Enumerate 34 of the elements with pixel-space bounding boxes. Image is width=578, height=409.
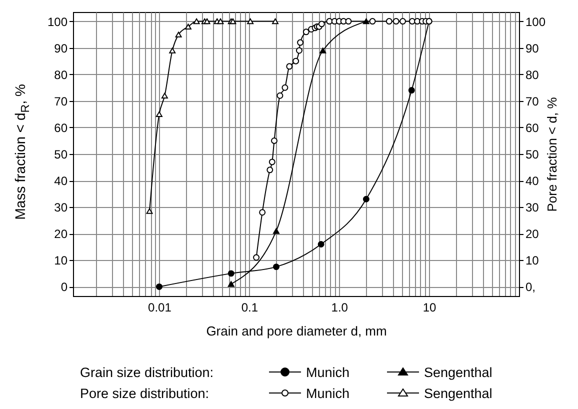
legend-label: Sengenthal xyxy=(424,386,492,400)
y-tick-label: 20 xyxy=(54,227,68,242)
x-tick-label: 0.01 xyxy=(148,300,172,314)
y-tick-label: 80 xyxy=(54,68,68,82)
legend-label: Sengenthal xyxy=(424,364,492,380)
y-tick-label: 40 xyxy=(54,174,68,188)
y2-tick-label: 90 xyxy=(526,41,540,56)
x-axis-title: Grain and pore diameter d, mm xyxy=(206,324,387,338)
legend-label: Munich xyxy=(306,386,350,400)
x-tick-label: 0.1 xyxy=(241,300,258,314)
y-tick-label: 10 xyxy=(54,254,68,268)
y2-tick-label: 100 xyxy=(526,14,546,29)
y2-tick-label: 30 xyxy=(526,200,540,215)
y2-tick-label: 80 xyxy=(526,68,540,82)
y-tick-label: 30 xyxy=(54,200,68,215)
y-tick-label: 70 xyxy=(54,94,68,108)
y-tick-label: 0 xyxy=(60,280,68,294)
y-tick-label: 90 xyxy=(54,41,68,56)
y2-tick-label: 60 xyxy=(526,120,540,135)
y2-axis-title: Pore fraction < d, % xyxy=(544,96,560,212)
y2-tick-label: 0, xyxy=(526,280,536,294)
y-tick-label: 50 xyxy=(54,148,68,162)
x-tick-label: 10 xyxy=(422,300,437,314)
text: Pore size distribution: xyxy=(80,386,210,400)
text: Grain size distribution: xyxy=(80,364,215,380)
y2-tick-label: 10 xyxy=(526,254,540,268)
y2-tick-label: 70 xyxy=(526,94,540,108)
y2-tick-label: 50 xyxy=(526,148,540,162)
x-tick-label: 1.0 xyxy=(331,300,348,314)
y-tick-label: 60 xyxy=(54,120,68,135)
legend-label: Munich xyxy=(306,364,350,380)
y2-tick-label: 40 xyxy=(526,174,540,188)
y-tick-label: 100 xyxy=(47,14,68,29)
y2-tick-label: 20 xyxy=(526,227,540,242)
